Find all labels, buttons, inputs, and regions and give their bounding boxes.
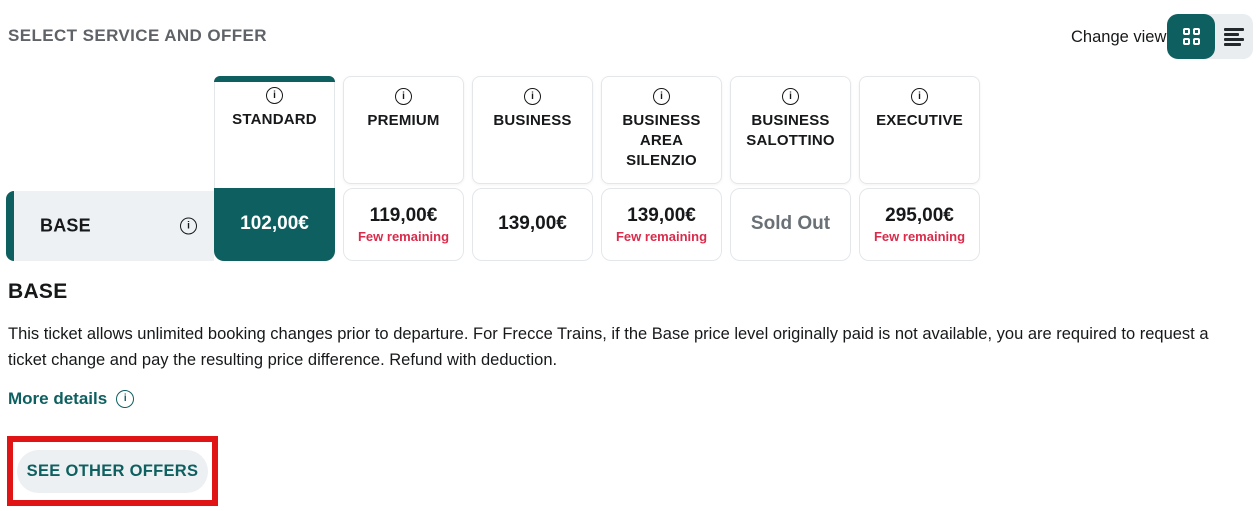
offer-row-base: BASE <box>6 191 214 261</box>
service-column-business: BUSINESS 139,00€ <box>472 76 593 261</box>
service-card-executive[interactable]: EXECUTIVE <box>859 76 980 184</box>
price-value: 119,00€ <box>369 205 438 226</box>
price-cell-standard[interactable]: 102,00€ <box>214 188 335 261</box>
more-details-link[interactable]: More details <box>8 389 135 409</box>
price-cell-business-salottino: Sold Out <box>730 188 851 261</box>
list-view-button[interactable] <box>1215 14 1253 59</box>
availability-note: Few remaining <box>357 229 450 244</box>
service-label: BUSINESS <box>493 112 572 129</box>
service-label: STANDARD <box>232 111 317 128</box>
availability-note: Few remaining <box>615 229 708 244</box>
service-column-standard: STANDARD 102,00€ <box>214 76 335 261</box>
service-label: PREMIUM <box>367 112 440 129</box>
see-other-offers-button[interactable]: SEE OTHER OFFERS <box>17 449 208 493</box>
info-icon[interactable] <box>395 88 412 105</box>
info-icon[interactable] <box>782 88 799 105</box>
service-card-standard[interactable]: STANDARD <box>214 82 335 188</box>
service-column-executive: EXECUTIVE 295,00€ Few remaining <box>859 76 980 261</box>
grid-view-icon <box>1182 28 1200 45</box>
service-card-business-area-silenzio[interactable]: BUSINESS AREA SILENZIO <box>601 76 722 184</box>
info-icon <box>116 390 135 408</box>
offer-description: This ticket allows unlimited booking cha… <box>8 325 1209 369</box>
offer-row-label: BASE <box>40 215 91 236</box>
info-icon[interactable] <box>180 217 197 235</box>
price-value: 102,00€ <box>240 212 309 234</box>
info-icon[interactable] <box>911 88 928 105</box>
offer-detail-heading: BASE <box>8 280 68 303</box>
service-column-premium: PREMIUM 119,00€ Few remaining <box>343 76 464 261</box>
price-cell-premium[interactable]: 119,00€ Few remaining <box>343 188 464 261</box>
price-cell-business-area-silenzio[interactable]: 139,00€ Few remaining <box>601 188 722 261</box>
service-card-business[interactable]: BUSINESS <box>472 76 593 184</box>
service-label: BUSINESS AREA SILENZIO <box>622 112 701 169</box>
selected-column-topbar <box>214 76 335 82</box>
availability-note: Few remaining <box>873 229 966 244</box>
price-cell-executive[interactable]: 295,00€ Few remaining <box>859 188 980 261</box>
offer-row-accent-bar <box>6 191 14 261</box>
service-card-business-salottino[interactable]: BUSINESS SALOTTINO <box>730 76 851 184</box>
price-value: 139,00€ <box>498 212 567 234</box>
info-icon[interactable] <box>266 87 283 104</box>
page-title: SELECT SERVICE AND OFFER <box>8 26 267 45</box>
info-icon[interactable] <box>524 88 541 105</box>
more-details-label: More details <box>8 389 108 408</box>
service-column-business-area-silenzio: BUSINESS AREA SILENZIO 139,00€ Few remai… <box>601 76 722 261</box>
price-value: 139,00€ <box>627 205 696 226</box>
service-label: EXECUTIVE <box>876 112 963 129</box>
sold-out-label: Sold Out <box>750 212 831 234</box>
grid-view-button[interactable] <box>1167 14 1215 59</box>
red-highlight-annotation: SEE OTHER OFFERS <box>7 436 218 506</box>
price-cell-business[interactable]: 139,00€ <box>472 188 593 261</box>
service-label: BUSINESS SALOTTINO <box>746 112 835 149</box>
change-view-label: Change view <box>1071 28 1167 46</box>
service-card-premium[interactable]: PREMIUM <box>343 76 464 184</box>
list-view-icon <box>1224 27 1244 46</box>
service-column-business-salottino: BUSINESS SALOTTINO Sold Out <box>730 76 851 261</box>
info-icon[interactable] <box>653 88 670 105</box>
view-mode-toggle <box>1167 14 1253 59</box>
service-columns: STANDARD 102,00€ PREMIUM 119,00€ Few rem… <box>214 76 980 261</box>
price-value: 295,00€ <box>885 205 954 226</box>
